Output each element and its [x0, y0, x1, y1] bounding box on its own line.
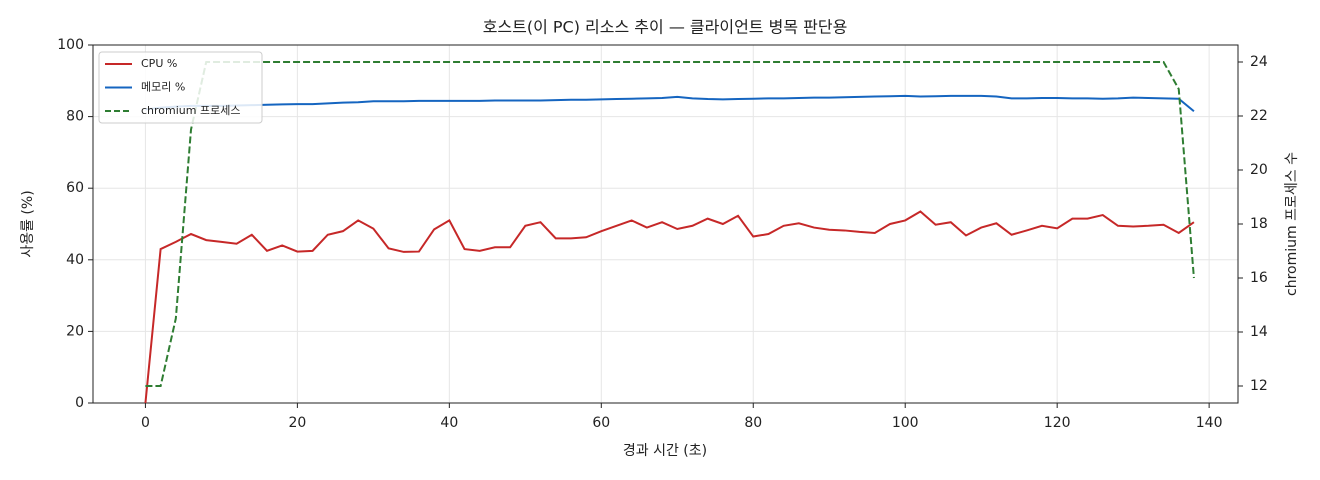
- x-tick-label: 120: [1044, 415, 1071, 431]
- x-tick-label: 0: [141, 415, 150, 431]
- y2-tick-label: 14: [1250, 324, 1268, 340]
- y-tick-label: 20: [66, 323, 84, 339]
- y2-tick-label: 20: [1250, 162, 1268, 178]
- plot-frame: [92, 44, 1239, 404]
- x-tick-label: 20: [288, 415, 306, 431]
- y2-axis-label: chromium 프로세스 수: [1284, 152, 1300, 296]
- x-tick-label: 40: [440, 415, 458, 431]
- y-tick-label: 40: [66, 252, 84, 268]
- x-tick-label: 80: [744, 415, 762, 431]
- legend-box: [98, 51, 263, 124]
- chart-title: 호스트(이 PC) 리소스 추이 — 클라이언트 병목 판단용: [483, 18, 848, 37]
- data-line: [145, 94, 1195, 113]
- y2-tick-label: 12: [1250, 378, 1268, 394]
- y2-tick-label: 18: [1250, 216, 1268, 232]
- legend: CPU % 메모리 % chromium 프로세스: [98, 51, 263, 124]
- y-axis-label: 사용률 (%): [20, 190, 36, 257]
- x-tick-label: 140: [1196, 415, 1223, 431]
- y-tick-label: 60: [66, 180, 84, 196]
- y2-tick-label: 16: [1250, 270, 1268, 286]
- legend-label: CPU %: [141, 57, 177, 70]
- y-tick-label: 0: [75, 395, 84, 411]
- data-line: [144, 210, 1195, 404]
- legend-label: chromium 프로세스: [141, 104, 240, 117]
- x-tick-label: 100: [892, 415, 919, 431]
- y-tick-label: 80: [66, 109, 84, 125]
- y2-tick-label: 24: [1250, 54, 1268, 70]
- x-axis-label: 경과 시간 (초): [623, 443, 707, 459]
- y2-tick-label: 22: [1250, 108, 1268, 124]
- data-line: [145, 61, 1195, 387]
- x-tick-label: 60: [592, 415, 610, 431]
- legend-label: 메모리 %: [141, 81, 185, 94]
- y-tick-label: 100: [57, 37, 84, 53]
